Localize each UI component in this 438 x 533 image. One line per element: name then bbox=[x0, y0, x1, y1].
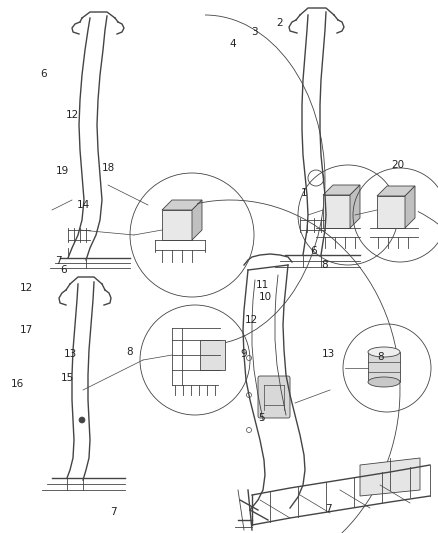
Polygon shape bbox=[162, 200, 202, 210]
Text: 17: 17 bbox=[20, 326, 33, 335]
Text: 4: 4 bbox=[230, 39, 237, 49]
Text: 8: 8 bbox=[321, 261, 328, 270]
Polygon shape bbox=[162, 210, 192, 240]
Text: 12: 12 bbox=[66, 110, 79, 119]
Text: 10: 10 bbox=[258, 293, 272, 302]
Polygon shape bbox=[192, 200, 202, 240]
Polygon shape bbox=[377, 186, 415, 196]
Text: 5: 5 bbox=[258, 414, 265, 423]
Text: 3: 3 bbox=[251, 27, 258, 37]
Text: 8: 8 bbox=[126, 347, 133, 357]
Text: 12: 12 bbox=[245, 315, 258, 325]
Text: 20: 20 bbox=[391, 160, 404, 170]
Text: 9: 9 bbox=[240, 350, 247, 359]
Polygon shape bbox=[323, 185, 360, 195]
FancyBboxPatch shape bbox=[258, 376, 290, 418]
Text: 2: 2 bbox=[276, 18, 283, 28]
Text: 14: 14 bbox=[77, 200, 90, 210]
Text: 6: 6 bbox=[310, 246, 317, 255]
Polygon shape bbox=[360, 458, 420, 496]
Polygon shape bbox=[377, 196, 405, 228]
Text: 19: 19 bbox=[56, 166, 69, 175]
Circle shape bbox=[79, 417, 85, 423]
Ellipse shape bbox=[368, 377, 400, 387]
Text: 7: 7 bbox=[325, 504, 332, 514]
Text: 18: 18 bbox=[102, 163, 115, 173]
Ellipse shape bbox=[368, 347, 400, 357]
Bar bbox=[200, 340, 225, 370]
Polygon shape bbox=[405, 186, 415, 228]
Text: 7: 7 bbox=[110, 507, 117, 516]
Text: 15: 15 bbox=[61, 374, 74, 383]
Text: 1: 1 bbox=[301, 189, 308, 198]
Text: 13: 13 bbox=[64, 350, 77, 359]
Polygon shape bbox=[323, 195, 350, 228]
Text: 6: 6 bbox=[40, 69, 47, 78]
Text: 11: 11 bbox=[256, 280, 269, 289]
Polygon shape bbox=[350, 185, 360, 228]
Text: 13: 13 bbox=[322, 350, 335, 359]
Text: 16: 16 bbox=[11, 379, 24, 389]
Text: 7: 7 bbox=[55, 256, 62, 266]
Text: 8: 8 bbox=[378, 352, 385, 362]
Bar bbox=[368, 352, 400, 382]
Text: 6: 6 bbox=[60, 265, 67, 274]
Text: 12: 12 bbox=[20, 283, 33, 293]
